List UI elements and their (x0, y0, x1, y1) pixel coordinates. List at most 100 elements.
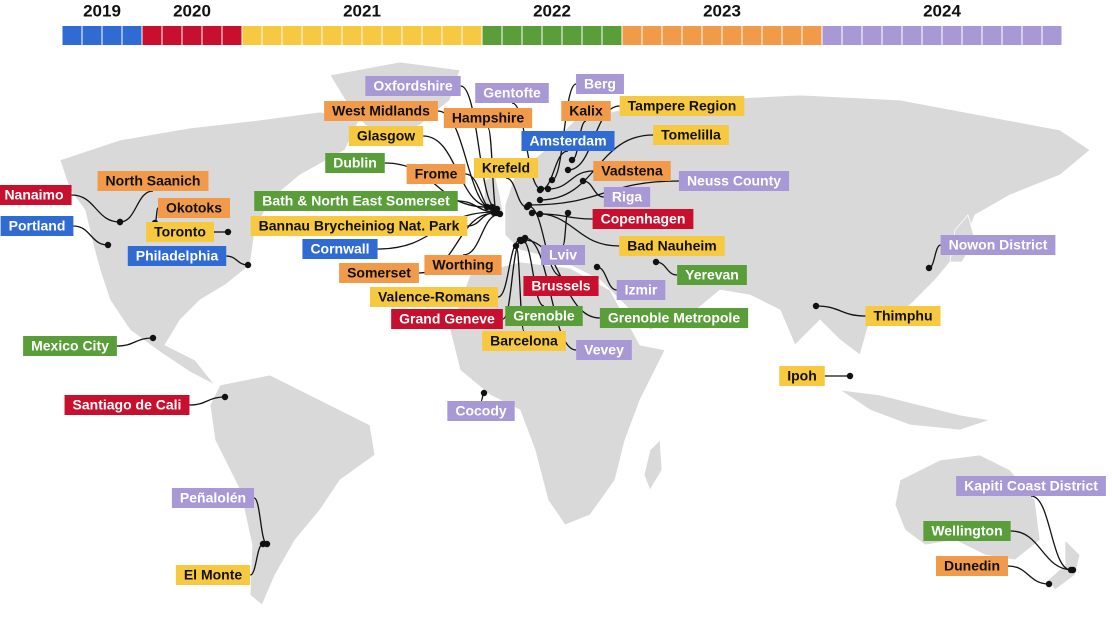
place-label: Portland (0, 216, 74, 236)
label-box (473, 158, 539, 178)
label-box (603, 187, 651, 207)
label-box (369, 287, 499, 307)
connector (116, 337, 154, 347)
label-box (592, 209, 694, 229)
place-name: Copenhagen (601, 211, 686, 227)
place-label: Kapiti Coast District (956, 476, 1106, 496)
place-name: Hampshire (452, 110, 525, 126)
place-name: Tampere Region (628, 98, 737, 114)
place-name: El Monte (184, 567, 243, 583)
connector (71, 194, 121, 223)
timeline-block (522, 26, 542, 45)
place-name: Thimphu (873, 308, 932, 324)
place-name: Peñalolén (180, 490, 246, 506)
place-dot (244, 261, 252, 269)
place-label: Santiago de Cali (64, 395, 190, 415)
place-label: Brussels (523, 276, 599, 296)
label-box (391, 309, 503, 329)
connector (119, 190, 154, 223)
place-dot (544, 185, 552, 193)
place-name: Glasgow (357, 128, 415, 144)
label-box (325, 153, 385, 173)
label-box (523, 276, 599, 296)
timeline-block (862, 26, 882, 45)
timeline-block (242, 26, 262, 45)
place-dot (579, 177, 587, 185)
label-box (940, 235, 1056, 255)
place-label: Thimphu (865, 306, 941, 326)
label-box (424, 255, 502, 275)
place-label: Riga (603, 187, 651, 207)
label-box (521, 131, 615, 151)
place-dot (1045, 580, 1053, 588)
place-dot (1067, 566, 1075, 574)
madagascar (643, 439, 663, 491)
place-name: Portland (9, 218, 66, 234)
place-name: Frome (415, 166, 458, 182)
place-label: Hampshire (443, 108, 533, 128)
label-box (619, 96, 745, 116)
place-dot (149, 334, 157, 342)
timeline-block (602, 26, 622, 45)
label-box (593, 161, 671, 181)
place-label: Mexico City (23, 336, 117, 356)
place-label: Oxfordshire (365, 76, 461, 96)
place-name: North Saanich (106, 173, 201, 189)
timeline-block (302, 26, 322, 45)
place-label: Valence-Romans (369, 287, 499, 307)
place-label: Somerset (339, 263, 419, 283)
place-label: Bannau Brycheiniog Nat. Park (250, 216, 468, 236)
place-name: Neuss County (687, 173, 781, 189)
place-label: Vadstena (593, 161, 671, 181)
place-label: Worthing (424, 255, 502, 275)
year-label: 2020 (173, 1, 211, 20)
place-label: Berg (576, 74, 624, 94)
indonesia (839, 389, 991, 431)
timeline-block (442, 26, 462, 45)
place-name: West Midlands (332, 103, 430, 119)
place-label: North Saanich (97, 171, 209, 191)
timeline-block (182, 26, 202, 45)
timeline-block (502, 26, 522, 45)
place-dot (564, 166, 572, 174)
place-label: Toronto (146, 222, 214, 242)
place-label: Tampere Region (619, 96, 745, 116)
place-labels: Portland Philadelphia Cornwall Amsterdam Nan… (0, 74, 1106, 585)
place-label: Bad Nauheim (619, 236, 725, 256)
place-dot (116, 218, 124, 226)
label-box (561, 101, 611, 121)
place-name: Somerset (347, 265, 411, 281)
place-name: Kapiti Coast District (964, 478, 1098, 494)
place-label: Bath & North East Somerset (254, 191, 458, 211)
year-label: 2024 (923, 1, 961, 20)
connector (460, 85, 498, 210)
timeline-block (322, 26, 342, 45)
place-label: Okotoks (157, 198, 231, 218)
place-label: Dublin (325, 153, 385, 173)
connector (384, 162, 488, 208)
place-name: Valence-Romans (378, 289, 490, 305)
label-box (956, 476, 1106, 496)
timeline-block (202, 26, 222, 45)
label-box (339, 263, 419, 283)
timeline-block (62, 26, 82, 45)
timeline-block (662, 26, 682, 45)
timeline-block (362, 26, 382, 45)
timeline-block (282, 26, 302, 45)
place-dot (812, 302, 820, 310)
place-label: Tomelilla (653, 125, 729, 145)
connector (815, 305, 866, 317)
label-box (406, 164, 466, 184)
label-box (250, 216, 468, 236)
label-box (348, 126, 424, 146)
timeline-block (1002, 26, 1022, 45)
place-name: Berg (584, 76, 616, 92)
place-label: Grenoble Metropole (599, 308, 749, 328)
place-name: Grenoble Metropole (608, 310, 740, 326)
place-name: Ipoh (787, 368, 817, 384)
australia (894, 454, 1041, 561)
place-name: Bannau Brycheiniog Nat. Park (259, 218, 460, 234)
place-name: Cornwall (310, 241, 369, 257)
place-name: Mexico City (31, 338, 109, 354)
timeline-block (742, 26, 762, 45)
